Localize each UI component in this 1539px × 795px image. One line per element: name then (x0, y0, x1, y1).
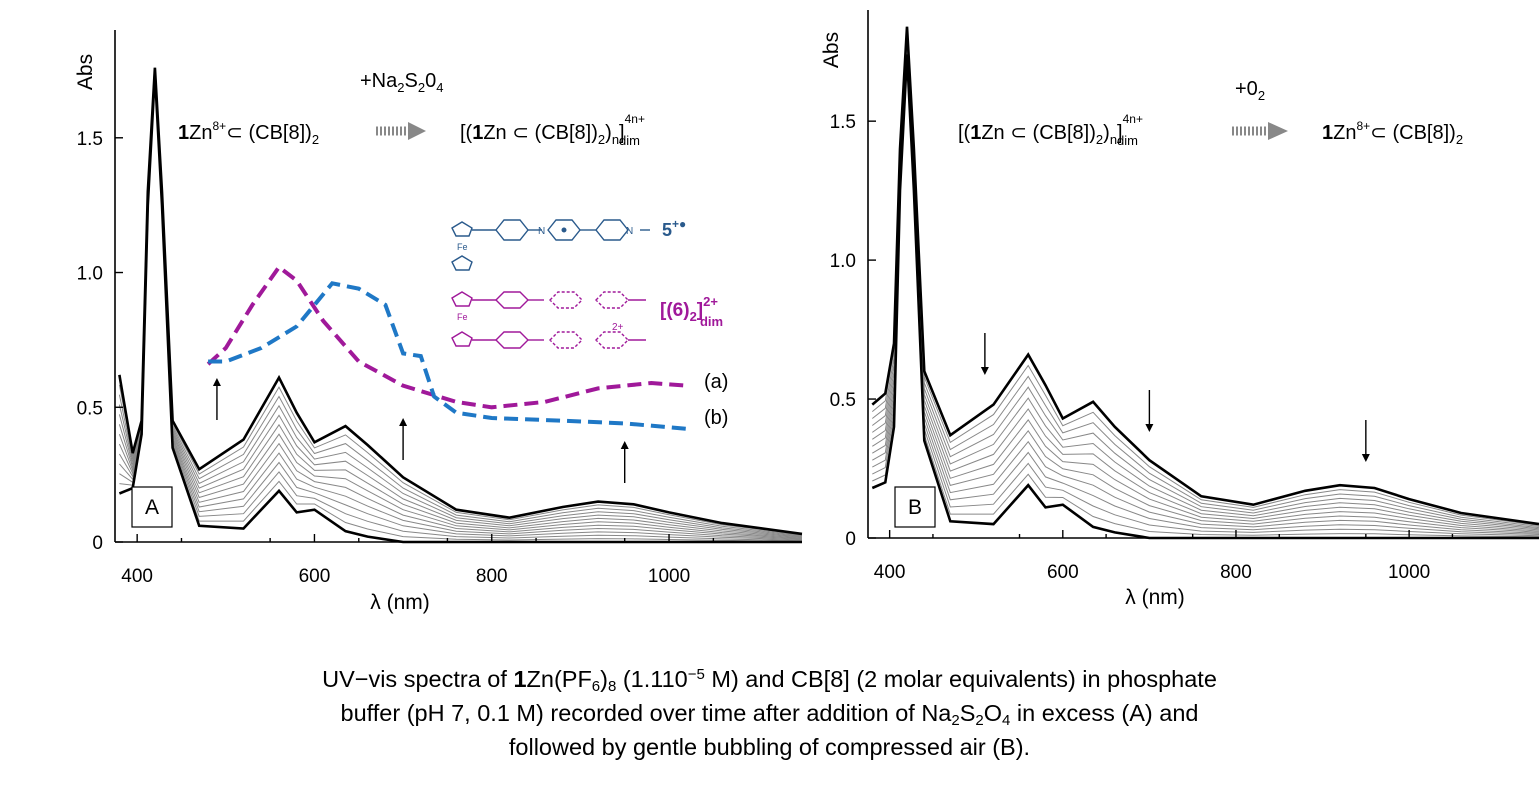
spectrum-trace (872, 47, 1539, 535)
spectrum-trace (872, 40, 1539, 532)
figure-caption: UV−vis spectra of 1Zn(PF6)8 (1.110−5 M) … (0, 662, 1539, 764)
x-tick-label: 1000 (1388, 562, 1430, 583)
series-label-b: (b) (704, 407, 728, 429)
panel-b-label: B (908, 496, 922, 519)
x-tick-label: 600 (299, 566, 331, 587)
spectrum-trace-final (118, 67, 803, 536)
panel-b-arrows (980, 333, 1370, 462)
panel-a-arrows (212, 378, 629, 483)
y-tick-label: 1.5 (77, 129, 103, 150)
panel-a-xlabel: λ (nm) (370, 591, 430, 614)
y-tick-label: 1.5 (830, 112, 856, 133)
panel-b-traces (871, 26, 1539, 540)
svg-text:Fe: Fe (457, 312, 468, 322)
y-tick-label: 0.5 (77, 398, 103, 419)
panel-a-reaction-arrow-icon (376, 122, 426, 140)
x-tick-label: 800 (476, 566, 508, 587)
molecule-6-label: [(6)2]2+ dim (660, 294, 723, 329)
spectrum-trace (872, 45, 1539, 534)
y-tick-label: 0.5 (830, 390, 856, 411)
arrow-up-icon (212, 378, 221, 386)
reference-curve (206, 264, 687, 410)
arrow-down-icon (1145, 424, 1154, 432)
panel-b: 400 600 800 1000 0 0.5 1.0 1.5 Abs λ (nm) B +02… (820, 10, 1539, 609)
spectrum-trace (872, 35, 1539, 530)
arrow-up-icon (399, 418, 408, 426)
y-tick-label: 1.0 (830, 251, 856, 272)
x-tick-label: 600 (1047, 562, 1079, 583)
molecule-6-dimer-icon: Fe 2+ (451, 291, 646, 349)
panel-a-label-box (131, 486, 173, 528)
x-tick-label: 800 (1220, 562, 1252, 583)
caption-line-3: followed by gentle bubbling of compresse… (508, 734, 1031, 760)
svg-text:N: N (538, 226, 545, 237)
x-tick-label: 400 (121, 566, 153, 587)
y-tick-label: 0 (845, 529, 856, 550)
arrow-down-icon (980, 367, 989, 375)
panel-b-reaction-arrow-icon (1232, 122, 1288, 140)
panel-a-reagent: +Na2S204 (360, 70, 443, 95)
spectrum-trace (871, 28, 1539, 526)
panel-b-label-box (894, 486, 936, 528)
panel-b-reaction-to: 1Zn8+⊂ (CB[8])2 (1322, 119, 1463, 147)
panel-a-reference-curves (206, 264, 687, 431)
panel-b-reaction-from: [(1Zn ⊂ (CB[8])2)n]4n+ dim (958, 112, 1143, 148)
panel-a-label: A (145, 496, 159, 519)
y-tick-label: 1.0 (77, 264, 103, 285)
arrow-up-icon (620, 441, 629, 449)
spectrum-trace (872, 38, 1539, 531)
panel-b-xlabel: λ (nm) (1125, 586, 1185, 609)
caption-line-2: buffer (pH 7, 0.1 M) recorded over time … (340, 700, 1199, 729)
y-tick-label: 0 (92, 533, 103, 554)
molecule-5-label: 5+● (662, 217, 686, 240)
figure-canvas: 400 600 800 1000 0 0.5 1.0 1.5 Abs λ (nm) A +Na… (74, 10, 1539, 614)
series-label-a: (a) (704, 371, 728, 393)
reference-curve (208, 281, 687, 431)
spectrum-trace (872, 42, 1539, 533)
arrow-down-icon (1361, 454, 1370, 462)
x-tick-label: 1000 (648, 566, 690, 587)
panel-a: 400 600 800 1000 0 0.5 1.0 1.5 Abs λ (nm) A +Na… (74, 30, 803, 614)
svg-text:Fe: Fe (457, 242, 468, 252)
x-tick-label: 400 (874, 562, 906, 583)
panel-a-reaction-to: [(1Zn ⊂ (CB[8])2)n]4n+ dim (460, 112, 645, 148)
svg-text:2+: 2+ (612, 322, 624, 333)
spectrum-trace (871, 31, 1539, 527)
spectrum-trace-final (871, 26, 1539, 526)
panel-a-ylabel: Abs (74, 54, 97, 90)
svg-text:N: N (626, 226, 633, 237)
panel-b-ylabel: Abs (820, 32, 843, 68)
caption-line-1: UV−vis spectra of 1Zn(PF6)8 (1.110−5 M) … (322, 666, 1217, 695)
molecule-5-icon: Fe N N (451, 219, 650, 271)
panel-b-reagent: +02 (1235, 78, 1265, 103)
panel-a-reaction-from: 1Zn8+⊂ (CB[8])2 (178, 119, 319, 147)
